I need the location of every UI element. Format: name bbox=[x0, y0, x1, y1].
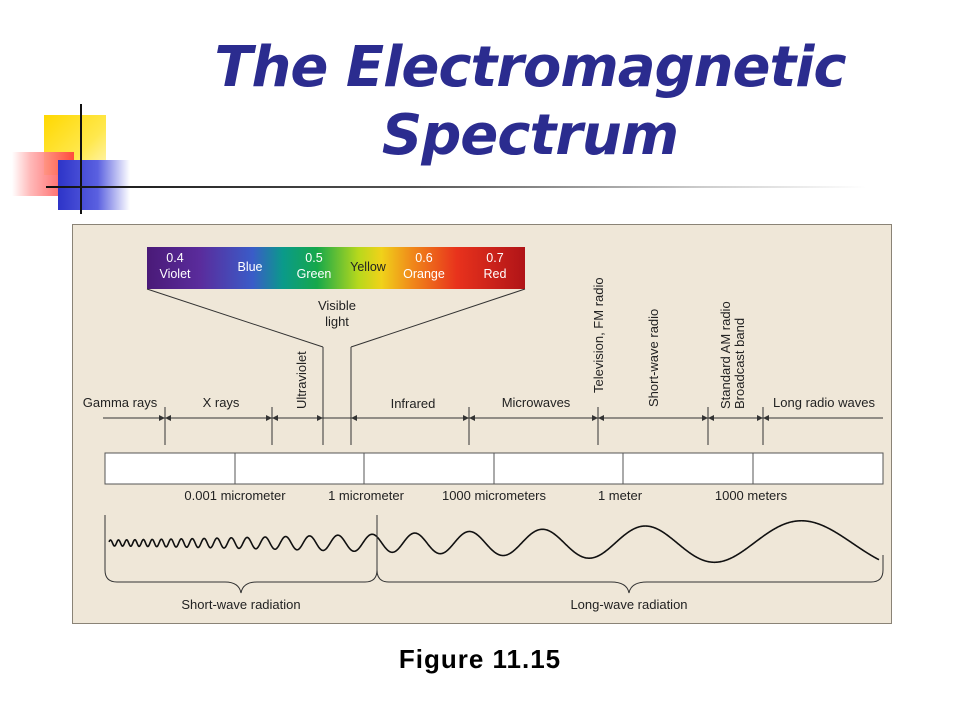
band-x-rays: X rays bbox=[203, 395, 240, 410]
band-tv-fm-radio: Television, FM radio bbox=[591, 277, 606, 393]
spectrum-name-yellow: Yellow bbox=[350, 260, 387, 274]
deco-horizontal-rule bbox=[46, 186, 866, 188]
long-wave-radiation-label: Long-wave radiation bbox=[570, 597, 687, 612]
band-microwaves: Microwaves bbox=[502, 395, 571, 410]
spectrum-name-orange: Orange bbox=[403, 267, 445, 281]
deco-vertical-line bbox=[80, 104, 82, 214]
band-ultraviolet: Ultraviolet bbox=[294, 351, 309, 409]
spectrum-name-violet: Violet bbox=[159, 267, 191, 281]
scale-label-3: 1 meter bbox=[598, 488, 643, 503]
deco-blue-square bbox=[58, 160, 130, 210]
spectrum-value-green: 0.5 bbox=[305, 251, 322, 265]
spectrum-value-red: 0.7 bbox=[486, 251, 503, 265]
scale-label-0: 0.001 micrometer bbox=[184, 488, 286, 503]
short-wave-bracket bbox=[104, 515, 378, 594]
band-am-radio-1: Standard AM radio bbox=[718, 301, 733, 409]
band-gamma-rays: Gamma rays bbox=[83, 395, 158, 410]
visible-spectrum-bar bbox=[147, 247, 525, 289]
spectrum-figure: 0.4 Violet Blue 0.5 Green Yellow 0.6 Ora… bbox=[72, 224, 892, 624]
visible-light-label-2: light bbox=[325, 314, 349, 329]
slide-title-line1: The Electromagnetic bbox=[214, 35, 846, 100]
spectrum-value-violet: 0.4 bbox=[166, 251, 183, 265]
slide-title-line2: Spectrum bbox=[381, 103, 679, 168]
spectrum-name-green: Green bbox=[297, 267, 332, 281]
scale-label-2: 1000 micrometers bbox=[442, 488, 547, 503]
spectrum-name-red: Red bbox=[484, 267, 507, 281]
short-wave-radiation-label: Short-wave radiation bbox=[181, 597, 300, 612]
scale-label-1: 1 micrometer bbox=[328, 488, 405, 503]
band-short-wave-radio: Short-wave radio bbox=[646, 309, 661, 407]
figure-caption: Figure 11.15 bbox=[398, 644, 562, 674]
visible-light-label-1: Visible bbox=[318, 298, 356, 313]
scale-label-4: 1000 meters bbox=[715, 488, 788, 503]
spectrum-name-blue: Blue bbox=[237, 260, 262, 274]
wave-curve bbox=[108, 519, 880, 564]
band-infrared: Infrared bbox=[391, 396, 436, 411]
visible-funnel-right bbox=[350, 288, 526, 348]
band-long-radio-waves: Long radio waves bbox=[773, 395, 875, 410]
long-wave-bracket bbox=[376, 515, 884, 594]
visible-funnel-left bbox=[146, 288, 324, 348]
spectrum-value-orange: 0.6 bbox=[415, 251, 432, 265]
band-am-radio-2: Broadcast band bbox=[732, 318, 747, 409]
